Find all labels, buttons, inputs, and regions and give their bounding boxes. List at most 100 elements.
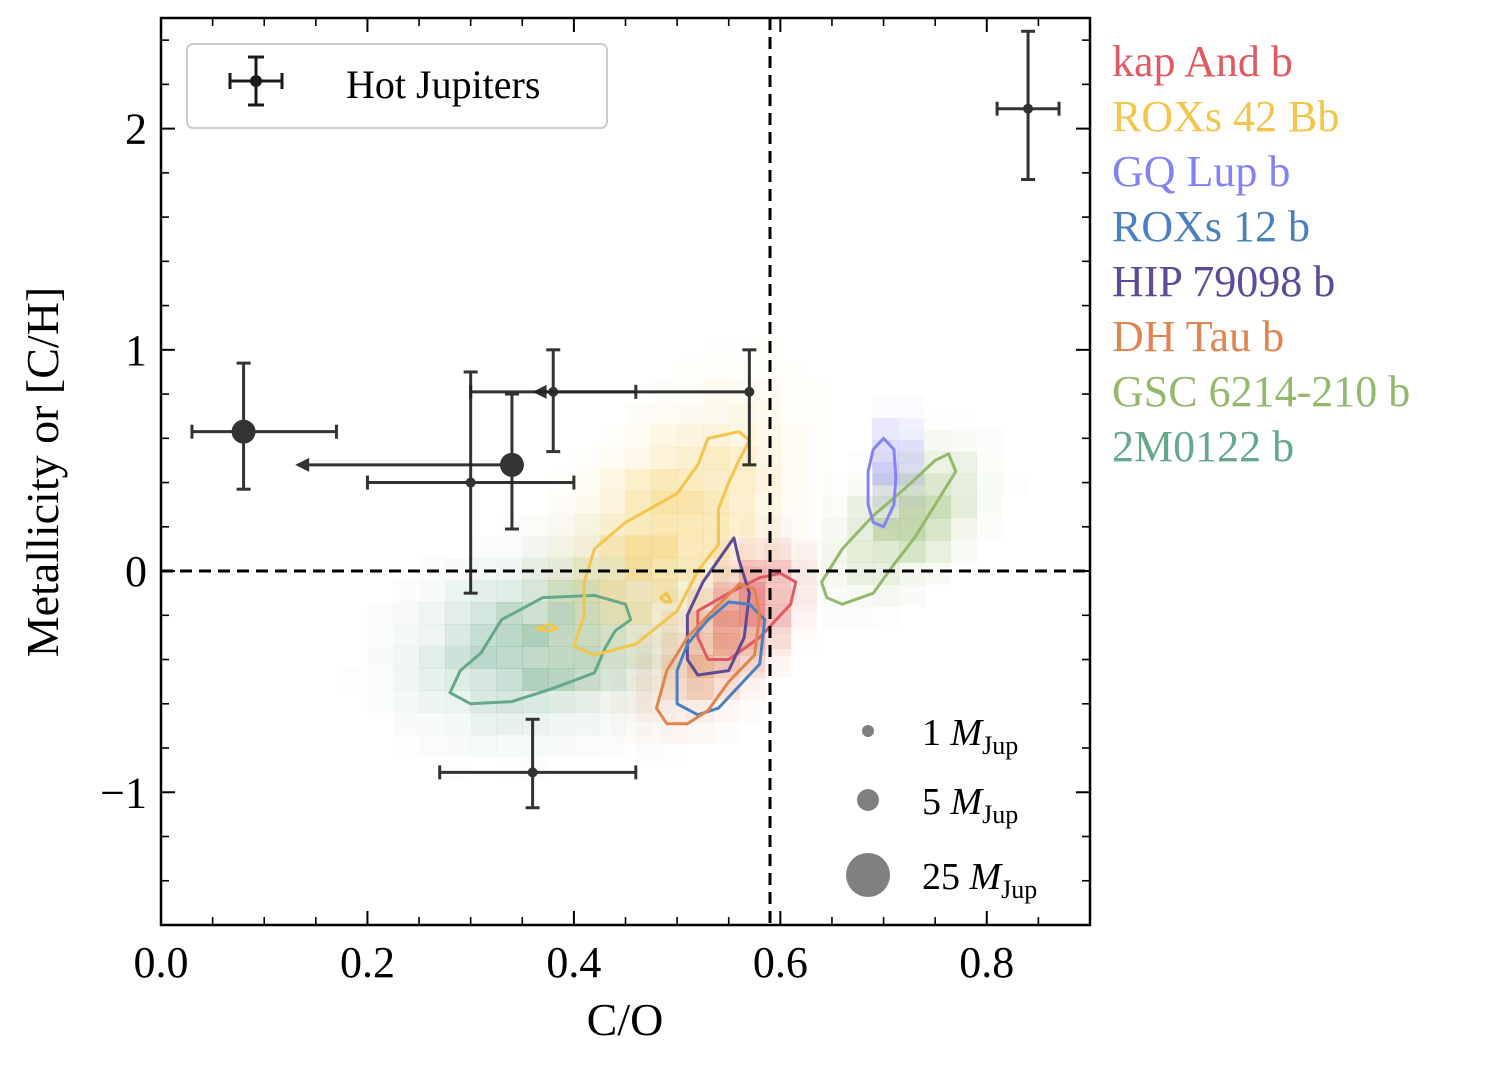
heatmap-cell bbox=[661, 721, 688, 745]
heatmap-cell bbox=[780, 402, 807, 426]
heatmap-cell bbox=[522, 579, 549, 603]
heatmap-cell bbox=[599, 579, 626, 603]
heatmap-cell bbox=[728, 447, 755, 470]
heatmap-cell bbox=[977, 518, 1003, 541]
heatmap-cell bbox=[522, 557, 549, 581]
heatmap-cell bbox=[899, 518, 926, 541]
legend-frame bbox=[186, 43, 608, 129]
heatmap-cell bbox=[393, 646, 420, 669]
mass-legend-marker bbox=[857, 789, 879, 811]
heatmap-cell bbox=[754, 535, 781, 559]
contour-gsc-6214-210-b bbox=[820, 452, 958, 606]
hot-jupiter-marker bbox=[744, 386, 755, 397]
heatmap-cell bbox=[873, 540, 900, 563]
heatmap-cell bbox=[419, 646, 446, 669]
heatmap-cell bbox=[496, 579, 523, 603]
heatmap-cell bbox=[899, 473, 926, 497]
heatmap-cell bbox=[497, 536, 523, 559]
heatmap-cell bbox=[651, 624, 678, 647]
heatmap-cell bbox=[470, 712, 497, 736]
heatmap-cell bbox=[651, 624, 678, 647]
heatmap-cell bbox=[661, 699, 688, 722]
heatmap-cell bbox=[821, 518, 848, 541]
heatmap-cell bbox=[713, 633, 740, 656]
heatmap-cell bbox=[728, 402, 755, 426]
heatmap-cell bbox=[739, 582, 766, 605]
heatmap-cell bbox=[677, 402, 704, 426]
heatmap-cell bbox=[950, 451, 977, 475]
heatmap-cell bbox=[522, 514, 548, 537]
heatmap-cell bbox=[702, 513, 730, 537]
heatmap-cell bbox=[548, 602, 575, 625]
heatmap-cell bbox=[610, 699, 637, 722]
heatmap-cell bbox=[1002, 474, 1028, 497]
heatmap-cell bbox=[899, 495, 926, 519]
heatmap-cell bbox=[796, 562, 822, 585]
heatmap-cell bbox=[687, 699, 714, 722]
heatmap-cell bbox=[754, 469, 781, 492]
heatmap-cell bbox=[703, 337, 729, 360]
heatmap-cell bbox=[470, 646, 497, 669]
heatmap-cell bbox=[806, 381, 832, 404]
heatmap-cell bbox=[393, 580, 419, 603]
contour-roxs-42-bb bbox=[659, 591, 673, 604]
heatmap-cell bbox=[651, 513, 678, 537]
heatmap-cell bbox=[739, 699, 765, 722]
hot-jupiter-point bbox=[295, 392, 524, 531]
heatmap-cell bbox=[635, 699, 663, 722]
heatmap-cell bbox=[977, 430, 1003, 453]
heatmap-cell bbox=[522, 712, 549, 736]
heatmap-cell bbox=[599, 602, 626, 625]
heatmap-cell bbox=[872, 396, 898, 419]
heatmap-cell bbox=[444, 668, 472, 691]
heatmap-cell bbox=[522, 602, 549, 625]
contour-2m0122-b bbox=[448, 593, 633, 706]
heatmap-cell bbox=[497, 624, 523, 647]
heatmap-cell bbox=[522, 646, 549, 669]
heatmap-cell bbox=[728, 358, 755, 382]
heatmap-cell bbox=[635, 721, 663, 745]
heatmap-cell bbox=[610, 655, 636, 678]
heatmap-cell bbox=[924, 562, 952, 585]
heatmap-cell bbox=[470, 557, 497, 581]
heatmap-cell bbox=[713, 560, 740, 583]
heatmap-cell bbox=[625, 668, 652, 691]
heatmap-cell bbox=[898, 440, 925, 464]
mass-legend-marker bbox=[862, 725, 874, 737]
heatmap-cell bbox=[548, 646, 575, 669]
heatmap-cell bbox=[651, 535, 678, 559]
heatmap-cell bbox=[625, 646, 652, 669]
heatmap-cell bbox=[976, 495, 1003, 519]
heatmap-cell bbox=[625, 646, 652, 669]
planet-label-gq-lup-b: GQ Lup b bbox=[1112, 147, 1290, 196]
contour-roxs-42-bb bbox=[572, 430, 751, 657]
heatmap-cell bbox=[497, 514, 523, 537]
heatmap-cell bbox=[522, 602, 549, 625]
heatmap-cell bbox=[470, 602, 497, 625]
heatmap-cell bbox=[445, 757, 471, 780]
heatmap-cell bbox=[444, 579, 472, 603]
heatmap-cell bbox=[419, 690, 446, 714]
posterior-contours bbox=[448, 430, 958, 726]
heatmap-cell bbox=[573, 513, 601, 537]
heatmap-cell bbox=[522, 557, 549, 581]
heatmap-cell bbox=[625, 402, 652, 426]
planet-legend: kap And b ROXs 42 Bb GQ Lup b ROXs 12 b HIP … bbox=[1112, 37, 1410, 471]
heatmap-cell bbox=[367, 624, 393, 647]
heatmap-cell bbox=[898, 396, 925, 419]
heatmap-cell bbox=[754, 425, 781, 448]
heatmap-cell bbox=[548, 535, 575, 559]
heatmap-cell bbox=[873, 584, 900, 607]
heatmap-cell bbox=[790, 588, 817, 612]
heatmap-cell bbox=[651, 579, 678, 603]
heatmap-cell bbox=[976, 473, 1003, 497]
hot-jupiter-marker bbox=[527, 767, 538, 778]
heatmap-cell bbox=[393, 712, 420, 736]
x-tick-label: 0.0 bbox=[134, 938, 189, 987]
y-tick-label: −1 bbox=[100, 768, 147, 817]
heatmap-cell bbox=[754, 358, 781, 382]
heatmap-cell bbox=[625, 624, 652, 647]
heatmap-cell bbox=[548, 557, 575, 581]
heatmap-cell bbox=[872, 484, 899, 508]
heatmap-cell bbox=[367, 691, 393, 714]
